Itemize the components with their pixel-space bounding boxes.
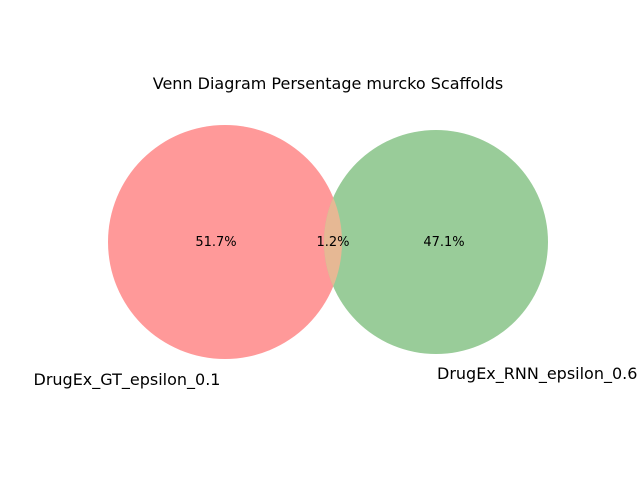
region-label-only-a: 51.7%: [195, 235, 236, 250]
set-label-a: DrugEx_GT_epsilon_0.1: [34, 370, 221, 390]
diagram-title: Venn Diagram Persentage murcko Scaffolds: [153, 74, 504, 93]
set-b-circle: [324, 130, 548, 354]
set-label-b: DrugEx_RNN_epsilon_0.6: [437, 364, 637, 384]
set-a-circle: [108, 125, 342, 359]
region-label-intersection: 1.2%: [316, 235, 349, 250]
region-label-only-b: 47.1%: [423, 235, 464, 250]
